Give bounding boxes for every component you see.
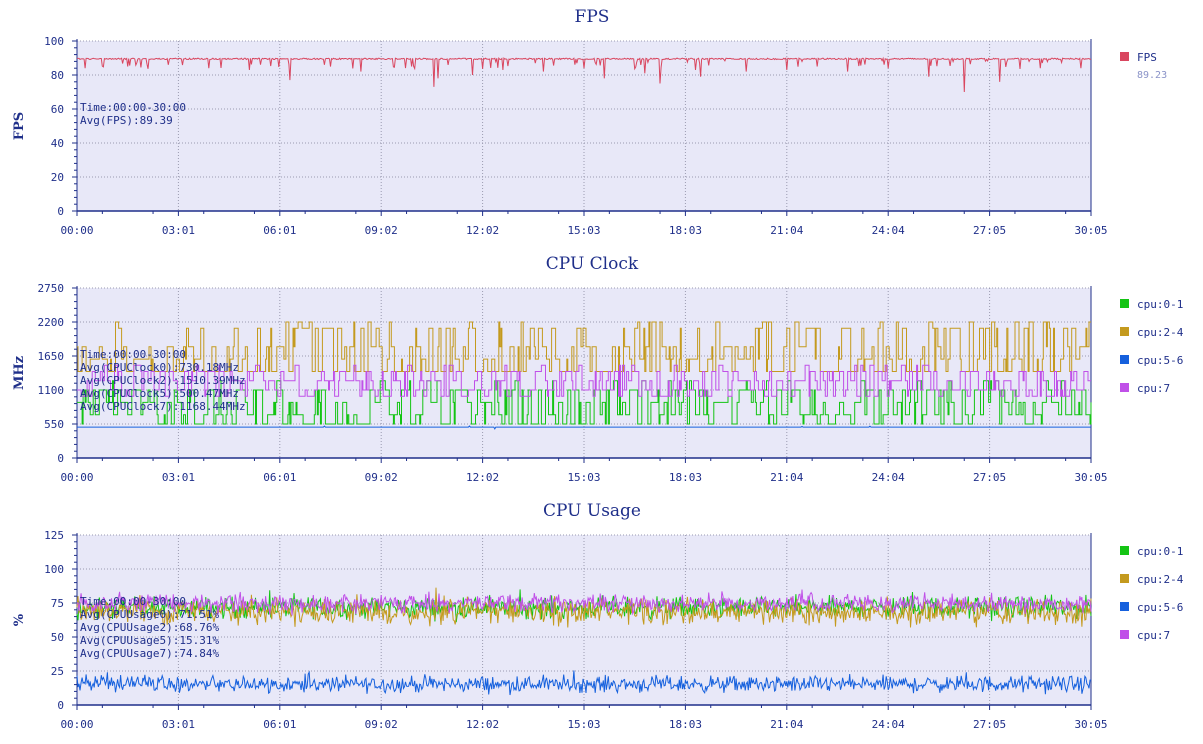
x-tick-label: 27:05 [973,471,1006,484]
chart-title: FPS [575,7,610,27]
chart-annotation: Avg(FPS):89.39 [80,114,173,127]
y-tick-label: 1650 [38,350,65,363]
x-tick-label: 03:01 [162,471,195,484]
legend-swatch [1120,299,1129,308]
legend-label: cpu:0-1 [1137,298,1183,311]
y-tick-label: 60 [51,103,64,116]
chart-title: CPU Clock [546,254,639,274]
x-tick-label: 00:00 [60,471,93,484]
x-tick-label: 09:02 [365,471,398,484]
x-tick-label: 21:04 [770,471,803,484]
x-tick-label: 00:00 [60,718,93,731]
x-tick-label: 15:03 [567,471,600,484]
x-tick-label: 30:05 [1074,471,1107,484]
x-tick-label: 27:05 [973,718,1006,731]
series-line-cpu-7 [76,589,1092,616]
x-tick-label: 06:01 [263,224,296,237]
legend-swatch [1120,327,1129,336]
legend-swatch [1120,383,1129,392]
y-tick-label: 0 [57,205,64,218]
y-tick-label: 0 [57,699,64,712]
legend-value: 89.23 [1137,70,1167,81]
y-tick-label: 75 [51,597,64,610]
legend-label: cpu:5-6 [1137,601,1183,614]
series-line-FPS [77,56,1091,93]
chart-panel-0: FPS 0 20 40 60 80 100 00:00 03:01 06:01 09:02 12:02… [12,7,1167,237]
chart-annotation: Avg(CPUClock0):730.18MHz [80,361,239,374]
x-tick-label: 09:02 [365,224,398,237]
x-tick-label: 09:02 [365,718,398,731]
y-tick-label: 0 [57,452,64,465]
y-axis-title: MHz [12,356,27,390]
x-tick-label: 24:04 [872,224,905,237]
legend-label: FPS [1137,51,1157,64]
series-line-cpu-5-6 [76,670,1092,696]
x-tick-label: 00:00 [60,224,93,237]
x-tick-label: 12:02 [466,718,499,731]
x-tick-label: 18:03 [669,718,702,731]
x-tick-label: 21:04 [770,718,803,731]
y-tick-label: 100 [44,563,64,576]
legend-swatch [1120,546,1129,555]
y-tick-label: 550 [44,418,64,431]
x-tick-label: 18:03 [669,471,702,484]
x-tick-label: 15:03 [567,224,600,237]
legend-label: cpu:2-4 [1137,326,1184,339]
x-tick-label: 24:04 [872,718,905,731]
y-tick-label: 100 [44,35,64,48]
chart-panel-1: CPU Clock 0 550 1100 1650 2200 2750 00:00 03:01 0… [12,254,1184,484]
legend-label: cpu:0-1 [1137,545,1183,558]
x-tick-label: 06:01 [263,718,296,731]
legend-label: cpu:2-4 [1137,573,1184,586]
series-line-cpu-0-1 [77,380,1092,425]
x-tick-label: 03:01 [162,224,195,237]
x-tick-label: 27:05 [973,224,1006,237]
legend-swatch [1120,630,1129,639]
chart-annotation: Time:00:00-30:00 [80,348,186,361]
legend-label: cpu:5-6 [1137,354,1183,367]
chart-annotation: Avg(CPUClock7):1168.44MHz [80,400,246,413]
x-tick-label: 18:03 [669,224,702,237]
legend-label: cpu:7 [1137,629,1170,642]
y-tick-label: 50 [51,631,64,644]
legend-label: cpu:7 [1137,382,1170,395]
y-axis-title: FPS [12,112,27,140]
y-tick-label: 2750 [38,282,65,295]
chart-annotation: Avg(CPUClock5):500.47MHz [80,387,239,400]
y-tick-label: 125 [44,529,64,542]
chart-panel-2: CPU Usage 0 25 50 75 100 125 00:00 03:01 06:01 09:… [12,501,1184,731]
x-tick-label: 24:04 [872,471,905,484]
chart-annotation: Avg(CPUClock2):1510.39MHz [80,374,246,387]
chart-annotation: Time:00:00-30:00 [80,595,186,608]
chart-annotation: Avg(CPUUsage7):74.84% [80,647,219,660]
chart-annotation: Avg(CPUUsage0):71.51% [80,608,219,621]
x-tick-label: 12:02 [466,224,499,237]
legend-swatch [1120,355,1129,364]
x-tick-label: 15:03 [567,718,600,731]
series-line-cpu-7 [77,364,1091,397]
y-tick-label: 1100 [38,384,65,397]
legend-swatch [1120,602,1129,611]
chart-title: CPU Usage [543,501,641,521]
chart-annotation: Time:00:00-30:00 [80,101,186,114]
y-axis-title: % [12,613,27,626]
legend-swatch [1120,52,1129,61]
x-tick-label: 21:04 [770,224,803,237]
x-tick-label: 03:01 [162,718,195,731]
chart-annotation: Avg(CPUUsage2):68.76% [80,621,219,634]
x-tick-label: 12:02 [466,471,499,484]
series-line-cpu-5-6 [77,425,1091,430]
y-tick-label: 20 [51,171,64,184]
y-tick-label: 2200 [38,316,65,329]
x-tick-label: 30:05 [1074,718,1107,731]
y-tick-label: 40 [51,137,64,150]
chart-annotation: Avg(CPUUsage5):15.31% [80,634,219,647]
x-tick-label: 30:05 [1074,224,1107,237]
x-tick-label: 06:01 [263,471,296,484]
y-tick-label: 80 [51,69,64,82]
legend-swatch [1120,574,1129,583]
y-tick-label: 25 [51,665,64,678]
